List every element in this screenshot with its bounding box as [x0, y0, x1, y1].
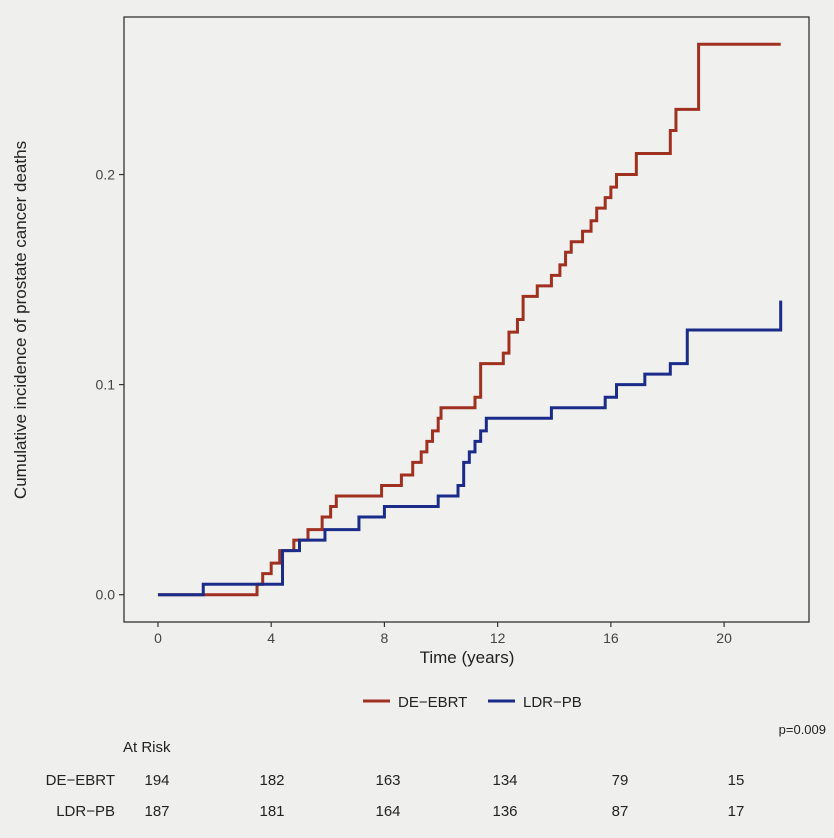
risk-cell: 181 [259, 803, 285, 820]
legend: DE−EBRT LDR−PB [363, 694, 582, 711]
x-tick-label: 12 [490, 630, 506, 646]
risk-cell: 134 [492, 772, 518, 789]
y-axis: 0.0 0.1 0.2 [96, 167, 124, 603]
x-axis: 0 4 8 12 16 20 [154, 622, 732, 646]
y-tick-label: 0.0 [96, 587, 116, 603]
risk-cell: 164 [375, 803, 401, 820]
legend-label-de-ebrt: DE−EBRT [398, 694, 467, 711]
x-tick-label: 0 [154, 630, 162, 646]
risk-cell: 187 [144, 803, 170, 820]
risk-cell: 194 [144, 772, 170, 789]
y-axis-label: Cumulative incidence of prostate cancer … [11, 141, 30, 499]
risk-row-label-de-ebrt: DE−EBRT [45, 772, 115, 789]
x-tick-label: 20 [716, 630, 732, 646]
x-tick-label: 4 [267, 630, 275, 646]
at-risk-title: At Risk [123, 739, 171, 756]
risk-cell: 136 [492, 803, 518, 820]
risk-row-label-ldr-pb: LDR−PB [56, 803, 115, 820]
risk-cell: 163 [375, 772, 401, 789]
series-de-ebrt-line [157, 42, 781, 597]
x-axis-label: Time (years) [420, 648, 515, 667]
plot-panel [123, 16, 810, 623]
y-tick-label: 0.2 [96, 167, 116, 183]
risk-cell: 17 [727, 803, 745, 820]
risk-cell: 79 [611, 772, 629, 789]
series-ldr-pb-line [157, 300, 783, 597]
legend-label-ldr-pb: LDR−PB [523, 694, 582, 711]
risk-cell: 87 [611, 803, 629, 820]
p-value: p=0.009 [779, 722, 826, 737]
risk-cell: 182 [259, 772, 285, 789]
series-layer [157, 42, 783, 597]
y-tick-label: 0.1 [96, 377, 116, 393]
risk-cell: 15 [727, 772, 745, 789]
x-tick-label: 16 [603, 630, 619, 646]
x-tick-label: 8 [381, 630, 389, 646]
